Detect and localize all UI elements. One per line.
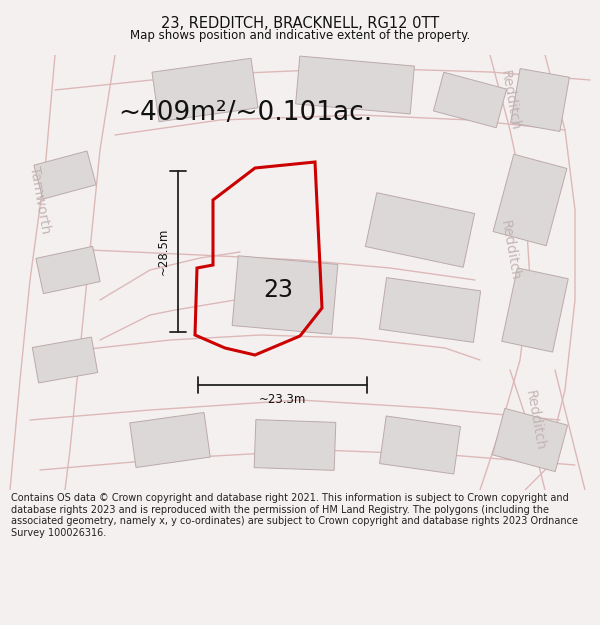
Polygon shape <box>493 408 568 472</box>
Polygon shape <box>232 256 338 334</box>
Polygon shape <box>380 416 460 474</box>
Polygon shape <box>502 268 568 352</box>
Polygon shape <box>152 58 258 122</box>
Text: 23, REDDITCH, BRACKNELL, RG12 0TT: 23, REDDITCH, BRACKNELL, RG12 0TT <box>161 16 439 31</box>
Polygon shape <box>493 154 567 246</box>
Polygon shape <box>34 151 96 199</box>
Text: ~28.5m: ~28.5m <box>157 228 170 275</box>
Polygon shape <box>511 69 569 131</box>
Text: 23: 23 <box>263 278 293 302</box>
Polygon shape <box>365 192 475 268</box>
Text: Contains OS data © Crown copyright and database right 2021. This information is : Contains OS data © Crown copyright and d… <box>11 493 578 538</box>
Polygon shape <box>130 412 210 468</box>
Text: Map shows position and indicative extent of the property.: Map shows position and indicative extent… <box>130 29 470 42</box>
Polygon shape <box>32 337 98 383</box>
Text: Redditch: Redditch <box>498 69 522 131</box>
Text: ~23.3m: ~23.3m <box>259 393 306 406</box>
Polygon shape <box>254 419 336 471</box>
Polygon shape <box>296 56 415 114</box>
Text: Redditch: Redditch <box>498 219 522 281</box>
Polygon shape <box>433 72 506 127</box>
Polygon shape <box>379 278 481 342</box>
Polygon shape <box>36 246 100 294</box>
Text: Redditch: Redditch <box>523 389 547 451</box>
Text: Tamworth: Tamworth <box>27 165 53 235</box>
Text: ~409m²/~0.101ac.: ~409m²/~0.101ac. <box>118 100 372 126</box>
